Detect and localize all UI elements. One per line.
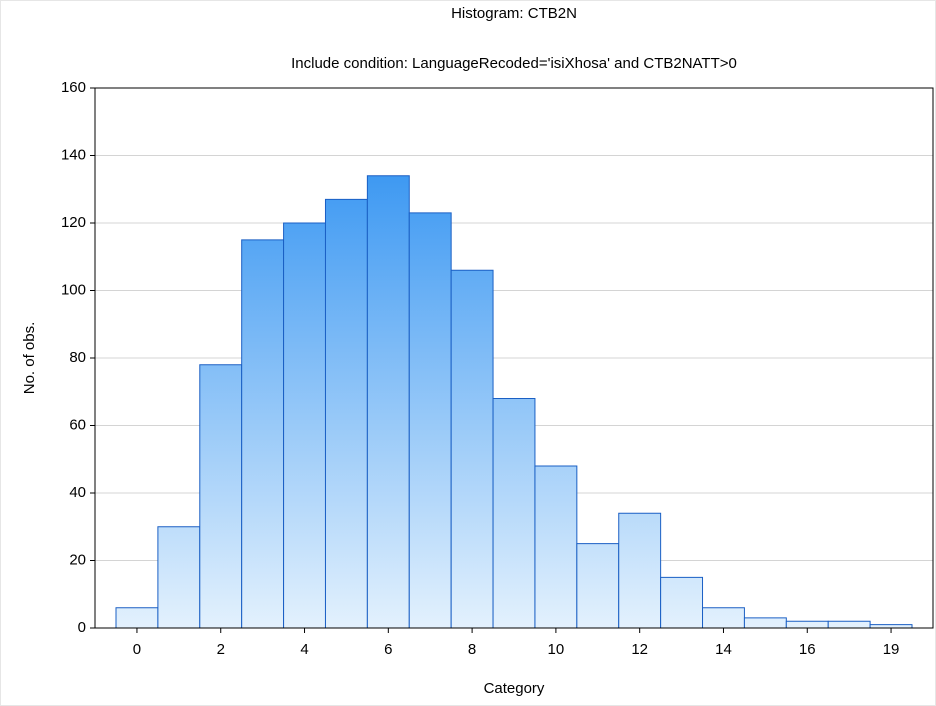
y-tick-label: 40 (69, 484, 86, 501)
bar (576, 543, 620, 629)
x-tick-label: 6 (384, 641, 392, 658)
x-tick-label: 12 (631, 641, 648, 658)
y-tick-label: 60 (69, 416, 86, 433)
bar (115, 607, 159, 629)
chart-title: Histogram: CTB2N (451, 5, 577, 22)
bar (366, 175, 410, 629)
plot-frame (94, 87, 934, 629)
bar (450, 269, 494, 629)
bar (408, 212, 452, 629)
bar (869, 624, 913, 629)
x-tick-label: 2 (217, 641, 225, 658)
x-tick-label: 4 (300, 641, 308, 658)
bar (283, 222, 326, 629)
bar (157, 526, 201, 629)
bar (827, 620, 871, 629)
x-tick-label: 0 (133, 641, 141, 658)
x-tick-label: 14 (715, 641, 732, 658)
bar (743, 617, 787, 629)
y-axis-label: No. of obs. (21, 322, 38, 395)
bar (660, 576, 704, 629)
y-tick-label: 80 (69, 349, 86, 366)
y-tick-label: 20 (69, 551, 86, 568)
x-tick-label: 19 (883, 641, 900, 658)
y-tick-label: 120 (61, 214, 86, 231)
bar (324, 198, 368, 629)
bar (534, 465, 578, 629)
x-tick-label: 10 (548, 641, 565, 658)
bar (785, 620, 829, 629)
bar (241, 239, 285, 629)
bar (702, 607, 745, 629)
y-tick-label: 140 (61, 146, 86, 163)
y-tick-label: 100 (61, 281, 86, 298)
x-tick-label: 8 (468, 641, 476, 658)
x-axis-label: Category (484, 680, 545, 697)
bar (618, 512, 662, 629)
x-tick-label: 16 (799, 641, 816, 658)
chart-subtitle: Include condition: LanguageRecoded='isiX… (291, 55, 737, 72)
y-tick-label: 160 (61, 79, 86, 96)
bar (492, 398, 536, 629)
bar (199, 364, 243, 629)
y-tick-label: 0 (78, 619, 86, 636)
